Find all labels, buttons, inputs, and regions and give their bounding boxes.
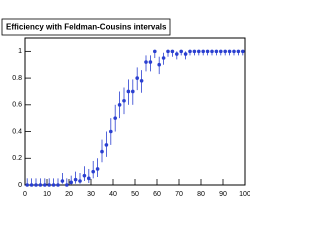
y-tick-label: 0.8 — [12, 75, 22, 82]
y-tick-label: 0.6 — [12, 102, 22, 109]
point — [25, 183, 30, 187]
point — [122, 99, 126, 103]
point — [192, 49, 197, 54]
point — [95, 167, 100, 171]
point — [227, 49, 232, 54]
point — [205, 49, 210, 54]
point — [197, 49, 201, 54]
point — [38, 183, 43, 187]
point — [166, 49, 170, 54]
x-tick-label: 90 — [219, 191, 227, 198]
title-box — [1, 18, 171, 36]
point — [241, 49, 245, 54]
point — [219, 49, 223, 54]
point — [91, 169, 95, 174]
x-tick-label: 70 — [175, 191, 183, 198]
point — [104, 143, 109, 147]
point — [223, 49, 227, 54]
point — [139, 78, 144, 83]
point — [43, 183, 47, 187]
y-tick-label: 0.2 — [12, 155, 22, 162]
y-tick-label: 0 — [18, 182, 22, 189]
point — [69, 180, 73, 185]
x-tick-label: 100 — [239, 191, 250, 198]
point — [157, 62, 161, 67]
point — [65, 183, 69, 187]
x-tick-label: 0 — [23, 191, 27, 198]
y-tick-label: 1 — [18, 48, 22, 55]
point — [117, 103, 122, 107]
point — [161, 56, 166, 60]
chart-title: Efficiency with Feldman-Cousins interval… — [6, 23, 167, 32]
point — [236, 49, 241, 54]
point — [82, 173, 87, 178]
point — [131, 89, 135, 94]
point — [60, 179, 65, 183]
point — [126, 89, 131, 94]
point — [100, 149, 104, 154]
x-tick-label: 80 — [197, 191, 205, 198]
point — [34, 183, 38, 187]
point — [148, 60, 153, 64]
point — [188, 49, 192, 54]
point — [144, 60, 148, 64]
point — [109, 129, 113, 134]
background — [0, 0, 250, 220]
chart: Efficiency with Feldman-Cousins interval… — [0, 0, 250, 220]
point — [214, 49, 219, 54]
point — [201, 49, 205, 54]
point — [170, 49, 175, 54]
x-tick-label: 20 — [65, 191, 73, 198]
point — [113, 116, 117, 120]
point — [232, 49, 236, 54]
point — [47, 183, 51, 187]
point — [87, 176, 91, 181]
y-tick-label: 0.4 — [12, 128, 22, 135]
point — [51, 183, 56, 187]
x-tick-label: 60 — [153, 191, 161, 198]
point — [153, 49, 157, 54]
point — [56, 183, 60, 187]
point — [29, 183, 34, 187]
x-tick-label: 40 — [109, 191, 117, 198]
point — [73, 177, 78, 182]
point — [210, 49, 214, 54]
x-tick-label: 50 — [131, 191, 139, 198]
point — [135, 76, 139, 80]
point — [78, 179, 82, 183]
x-tick-label: 30 — [87, 191, 95, 198]
point — [183, 52, 188, 56]
x-tick-label: 10 — [43, 191, 51, 198]
point — [175, 52, 179, 56]
point — [179, 49, 183, 54]
